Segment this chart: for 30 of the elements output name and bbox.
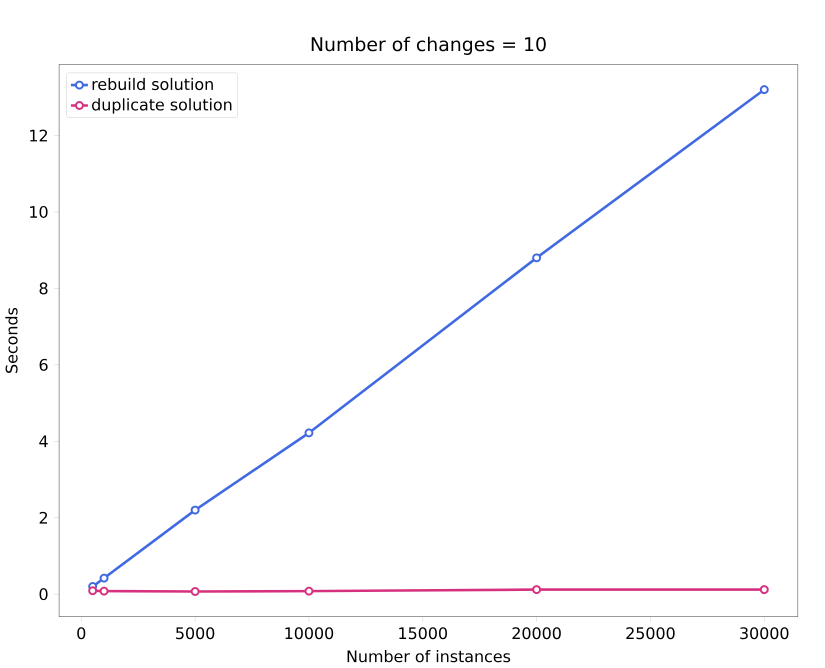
y-tick-label: 4 [39, 436, 48, 448]
x-tick-label: 15000 [399, 627, 447, 640]
x-tick-label: 25000 [626, 627, 675, 640]
legend-label: rebuild solution [92, 78, 213, 90]
x-tick-label: 30000 [740, 627, 788, 640]
legend-label: duplicate solution [92, 98, 232, 114]
point [88, 586, 98, 596]
point [190, 506, 200, 515]
point [760, 585, 769, 594]
x-tick-label: 5000 [176, 627, 214, 640]
y-tick-label: 6 [40, 359, 48, 372]
point [100, 586, 109, 596]
x-tick-label: 0 [77, 627, 86, 640]
point [532, 585, 542, 594]
point [100, 574, 109, 583]
point [532, 254, 542, 262]
point [304, 428, 314, 438]
x-axis-title: Number of instances [348, 650, 510, 662]
y-tick-label: 12 [30, 130, 48, 142]
x-tick-label: 20000 [512, 627, 561, 640]
point [760, 85, 769, 94]
point [190, 587, 200, 596]
y-tick-label: 10 [30, 206, 48, 218]
y-axis-title: Seconds [5, 308, 18, 374]
y-tick-label: 8 [40, 282, 48, 295]
x-tick-label: 10000 [285, 627, 334, 640]
point [304, 586, 314, 596]
y-tick-label: 0 [40, 588, 48, 600]
chart-title: Number of changes = 10 [312, 36, 546, 56]
y-tick-label: 2 [40, 512, 48, 524]
